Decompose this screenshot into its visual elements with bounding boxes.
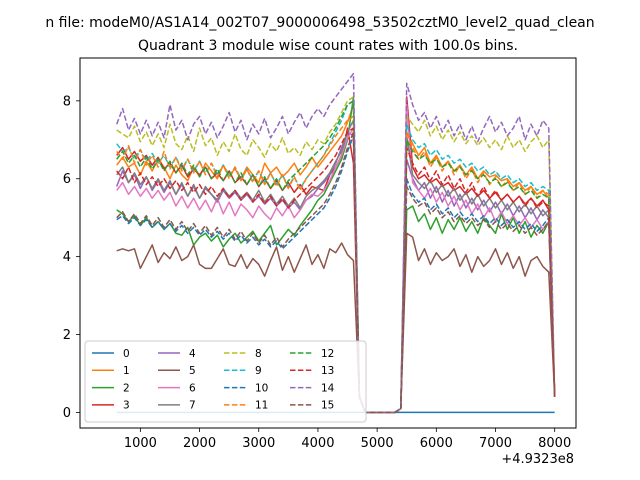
x-tick-label: 6000 <box>420 436 453 451</box>
x-tick-label: 2000 <box>183 436 216 451</box>
legend-label-10: 10 <box>255 382 268 394</box>
legend-label-3: 3 <box>123 400 130 412</box>
x-tick-label: 7000 <box>479 436 512 451</box>
series-line-1 <box>116 103 556 414</box>
y-tick-label: 4 <box>63 250 71 265</box>
legend-label-0: 0 <box>123 348 130 360</box>
y-axis: 0 2 4 6 8 <box>63 94 80 421</box>
x-axis: 1000 2000 3000 4000 5000 6000 7000 8000 <box>124 428 571 451</box>
legend-label-8: 8 <box>255 348 262 360</box>
series-line-14 <box>115 72 556 414</box>
series-line-13 <box>116 127 556 414</box>
x-tick-label: 1000 <box>124 436 157 451</box>
series-line-5 <box>116 232 556 414</box>
chart-suptitle: n file: modeM0/AS1A14_002T07_9000006498_… <box>45 15 594 31</box>
series-line-9 <box>116 100 556 414</box>
legend-label-14: 14 <box>321 382 335 394</box>
x-tick-label: 4000 <box>301 436 334 451</box>
series-line-10 <box>116 135 556 414</box>
series-line-2 <box>116 96 556 414</box>
legend-label-7: 7 <box>189 400 196 412</box>
legend-label-9: 9 <box>255 365 262 377</box>
series-line-12 <box>116 100 556 414</box>
legend-label-15: 15 <box>321 400 334 412</box>
x-tick-label: 3000 <box>242 436 275 451</box>
series-line-15 <box>116 131 556 414</box>
legend-label-13: 13 <box>321 365 334 377</box>
legend-label-6: 6 <box>189 382 196 394</box>
legend-label-2: 2 <box>123 382 130 394</box>
x-offset-label: +4.9323e8 <box>501 452 574 467</box>
plot-frame <box>79 57 577 429</box>
series-line-6 <box>116 103 556 414</box>
series-line-7 <box>116 119 556 414</box>
legend-label-1: 1 <box>123 365 130 377</box>
y-tick-label: 8 <box>63 94 71 109</box>
legend-box <box>84 340 367 423</box>
legend-label-5: 5 <box>189 365 196 377</box>
chart-title: Quadrant 3 module wise count rates with … <box>138 38 518 54</box>
x-tick-label: 8000 <box>538 436 571 451</box>
legend-label-11: 11 <box>255 400 268 412</box>
y-tick-label: 0 <box>63 406 71 421</box>
x-tick-label: 5000 <box>361 436 394 451</box>
series-line-8 <box>116 96 556 414</box>
legend-label-4: 4 <box>189 348 196 360</box>
y-tick-label: 6 <box>63 172 71 187</box>
y-tick-label: 2 <box>63 328 71 343</box>
series-group <box>115 72 556 414</box>
legend-label-12: 12 <box>321 348 334 360</box>
